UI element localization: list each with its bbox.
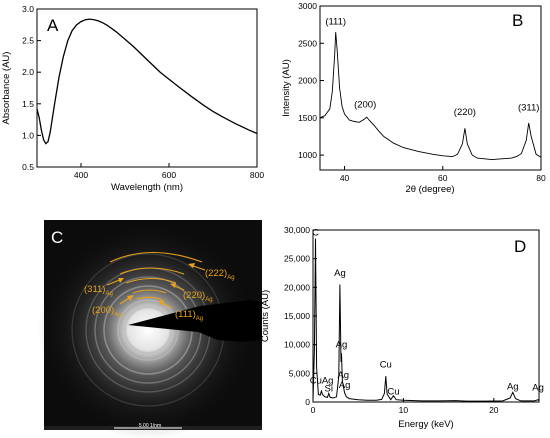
ring-label-200: (200)Ag (92, 305, 122, 318)
peak-label: (220) (454, 107, 476, 118)
panel-d-eds-spectrum (312, 238, 540, 402)
panel-c-label: C (51, 228, 63, 247)
ring-label-222: (222)Ag (205, 268, 235, 281)
arrowhead-220 (170, 283, 176, 288)
y-tick-label: 0.5 (22, 162, 34, 172)
ring-label-220: (220)Ag (183, 290, 213, 303)
peak-label: Ag (336, 340, 348, 351)
ring-arc-200 (132, 289, 167, 294)
panel-b-y-axis-label: Intensity (AU) (281, 59, 292, 117)
y-tick-label: 1000 (298, 150, 317, 160)
ring-label-311: (311)Ag (84, 284, 113, 297)
panel-c: C (222)Ag (311)Ag (220)Ag (200)Ag (111 (38, 220, 262, 438)
panel-a-y-axis-label: Absorbance (AU) (1, 52, 12, 125)
peak-label: Ag (339, 380, 351, 391)
y-tick-label: 2.5 (22, 36, 34, 46)
peak-label: Ag (334, 268, 346, 279)
panel-b-peak-labels: (111) (200) (220) (311) (325, 17, 539, 118)
panel-b-ticks: 40 60 80 1000 1500 2000 2500 3000 (298, 1, 546, 183)
x-tick-label: 10 (399, 405, 409, 415)
y-tick-label: 30,000 (284, 225, 310, 235)
panel-d-frame (312, 229, 540, 403)
y-tick-label: 20,000 (284, 282, 310, 292)
panel-d-y-axis-label: Counts (AU) (260, 290, 271, 342)
panel-b-label: B (512, 11, 523, 30)
ring-arc-111 (136, 296, 163, 301)
arrowhead-222 (188, 263, 195, 268)
peak-label: (200) (354, 99, 376, 110)
peak-label: CuAg (310, 376, 334, 387)
panel-a: A 400 600 800 0.5 1.0 1.5 2.0 2.5 3.0 Wavelength… (1, 4, 264, 193)
arrowhead-200 (127, 295, 134, 301)
x-tick-label: 40 (340, 173, 350, 183)
y-tick-label: 3000 (298, 1, 317, 11)
panel-a-frame (36, 8, 258, 168)
panel-c-ring-labels: (222)Ag (311)Ag (220)Ag (200)Ag (111)Ag (84, 268, 235, 322)
x-tick-label: 800 (250, 170, 264, 180)
panel-d-label: D (514, 237, 526, 256)
ring-arc-220 (125, 277, 177, 284)
y-tick-label: 2500 (298, 38, 317, 48)
ring-arc-311 (119, 267, 185, 275)
arrowhead-111 (158, 300, 164, 306)
peak-label: Cu (380, 360, 392, 371)
x-tick-label: 0 (311, 405, 316, 415)
y-tick-label: 5,000 (289, 368, 311, 378)
panel-c-scale-label: 5.00 1/nm (139, 423, 161, 429)
y-tick-label: 1500 (298, 113, 317, 123)
panel-c-diffuse-glow (38, 220, 258, 438)
peak-label: Si (325, 384, 333, 395)
diffraction-ring (124, 306, 172, 354)
y-tick-label: 1.5 (22, 99, 34, 109)
arrowhead-311 (118, 278, 124, 283)
y-tick-label: 1.0 (22, 130, 34, 140)
panel-a-label: A (47, 16, 59, 35)
peak-label: Ag (532, 383, 544, 394)
panel-b-xrd-curve (319, 32, 542, 161)
panel-a-x-axis-label: Wavelength (nm) (111, 182, 183, 193)
y-tick-label: 0 (305, 397, 310, 407)
ring-label-111: (111)Ag (175, 309, 203, 322)
peak-label: (311) (518, 102, 539, 113)
y-tick-label: 15,000 (284, 311, 310, 321)
peak-label: Ag (337, 370, 349, 381)
peak-label: (111) (325, 17, 346, 28)
panel-d: D 0 10 20 0 5,000 10,000 15,000 20,000 25,000 30,… (260, 225, 544, 430)
x-tick-label: 400 (74, 170, 88, 180)
panel-c-arrowheads (118, 263, 195, 306)
panel-a-absorbance-curve (36, 18, 258, 145)
panel-d-x-axis-label: Energy (keV) (398, 419, 453, 430)
peak-label: C (312, 228, 319, 239)
panel-d-ticks: 0 10 20 0 5,000 10,000 15,000 20,000 25,000 30,00… (284, 225, 499, 415)
ring-arc-222 (109, 251, 203, 263)
peak-label: Ag (507, 381, 519, 392)
panel-b-frame (319, 5, 542, 171)
y-tick-label: 3.0 (22, 4, 34, 14)
x-tick-label: 60 (438, 173, 448, 183)
x-tick-label: 600 (162, 170, 176, 180)
y-tick-label: 2.0 (22, 67, 34, 77)
x-tick-label: 20 (489, 405, 499, 415)
x-tick-label: 80 (536, 173, 546, 183)
panel-a-ticks: 400 600 800 0.5 1.0 1.5 2.0 2.5 3.0 (22, 4, 264, 180)
y-tick-label: 25,000 (284, 254, 310, 264)
y-tick-label: 10,000 (284, 340, 310, 350)
y-tick-label: 2000 (298, 76, 317, 86)
peak-label: Cu (387, 387, 399, 398)
panel-b-x-axis-label: 2θ (degree) (405, 184, 454, 195)
panel-c-beam-stopper (128, 300, 262, 342)
